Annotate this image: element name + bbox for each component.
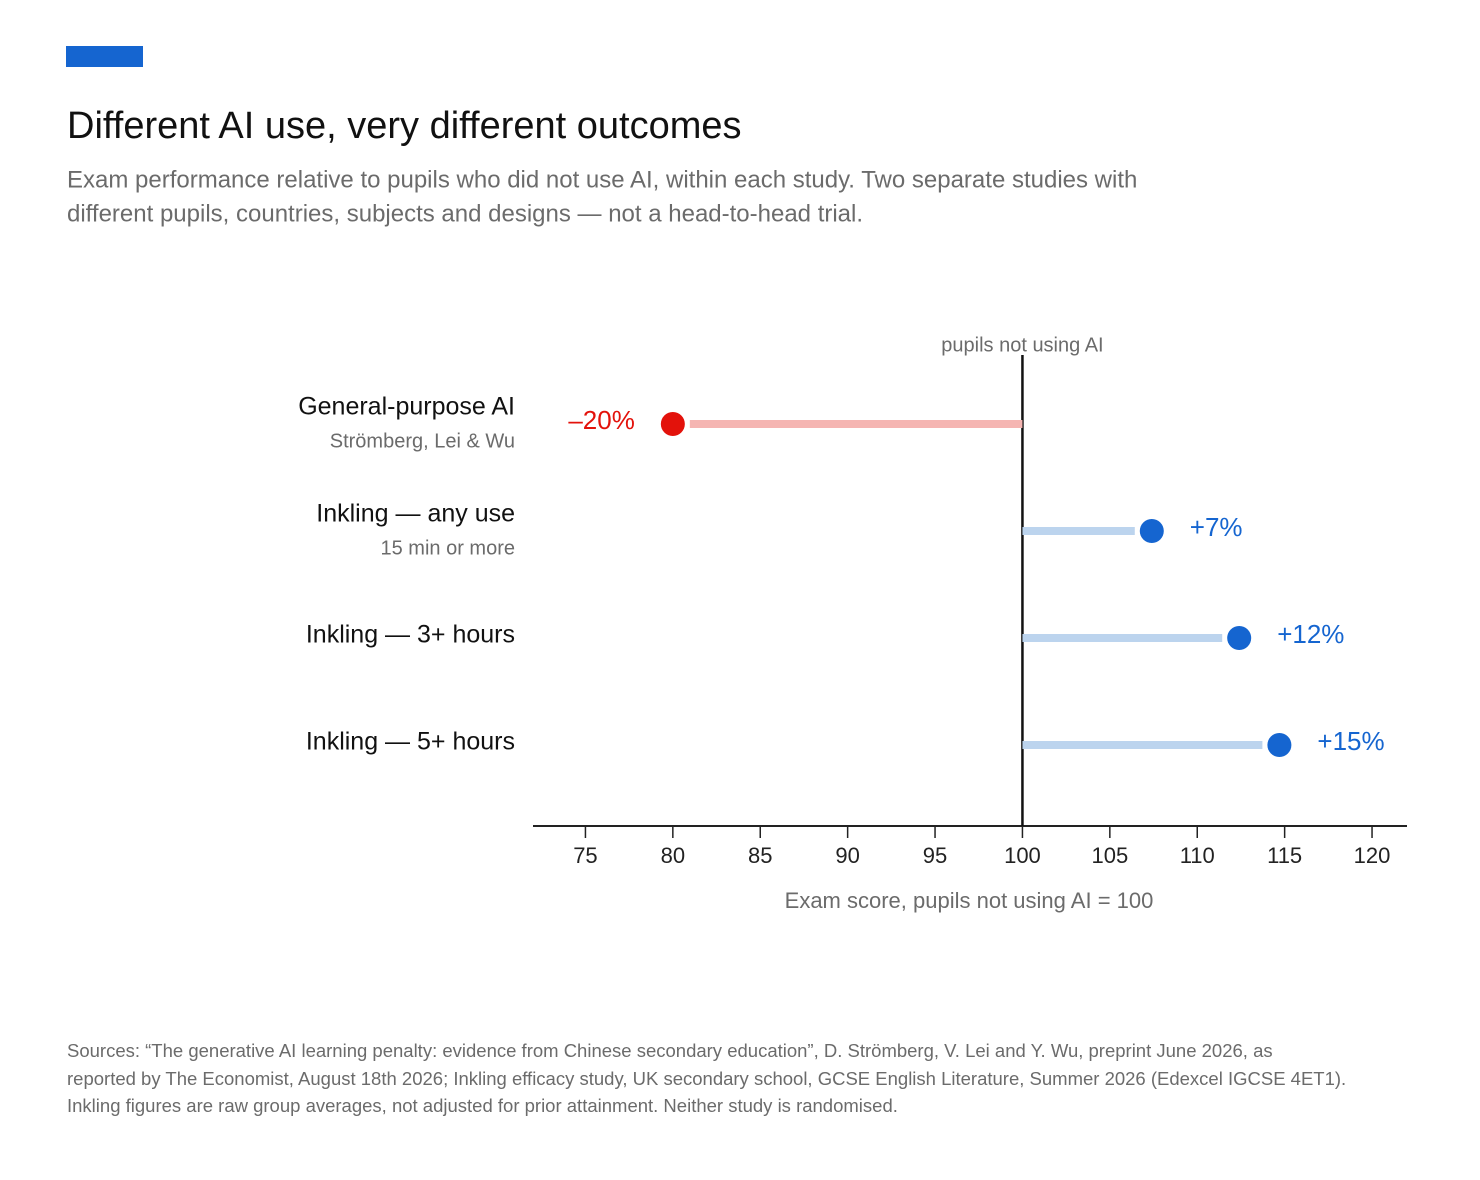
x-tick-label: 105 [1091,843,1128,868]
source: reported by The Economist, August 18th 2… [67,1068,1346,1089]
dot [660,412,685,436]
source: Inkling figures are raw group averages, … [67,1095,898,1116]
x-axis-label: Exam score, pupils not using AI = 100 [785,888,1154,913]
source: Sources: “The generative AI learning pen… [67,1040,1273,1061]
category-label: Inkling — 3+ hours [306,621,515,649]
value-label: +12% [1277,619,1344,649]
value-label: +15% [1317,726,1384,756]
reference-label: pupils not using AI [941,334,1103,356]
x-tick-label: 85 [748,843,772,868]
brand-bar [66,46,143,67]
subtitle: Exam performance relative to pupils who … [67,166,1137,193]
category-sublabel: Strömberg, Lei & Wu [330,430,515,452]
value-label: –20% [568,405,635,435]
x-tick-label: 120 [1354,843,1391,868]
x-tick-label: 115 [1267,843,1302,868]
dot [1267,733,1292,757]
x-tick-label: 95 [923,843,947,868]
category-sublabel: 15 min or more [381,537,516,559]
x-tick-label: 80 [661,843,685,868]
category-label: Inkling — 5+ hours [306,728,515,756]
category-label: General-purpose AI [298,393,515,421]
dot [1227,626,1252,650]
x-tick-label: 100 [1004,843,1041,868]
value-label: +7% [1190,512,1243,542]
x-tick-label: 110 [1180,843,1215,868]
x-tick-label: 75 [573,843,597,868]
chart-title: Different AI use, very different outcome… [67,105,742,147]
subtitle: different pupils, countries, subjects an… [67,200,863,227]
dot [1139,519,1164,543]
x-tick-label: 90 [835,843,859,868]
category-label: Inkling — any use [316,500,515,528]
